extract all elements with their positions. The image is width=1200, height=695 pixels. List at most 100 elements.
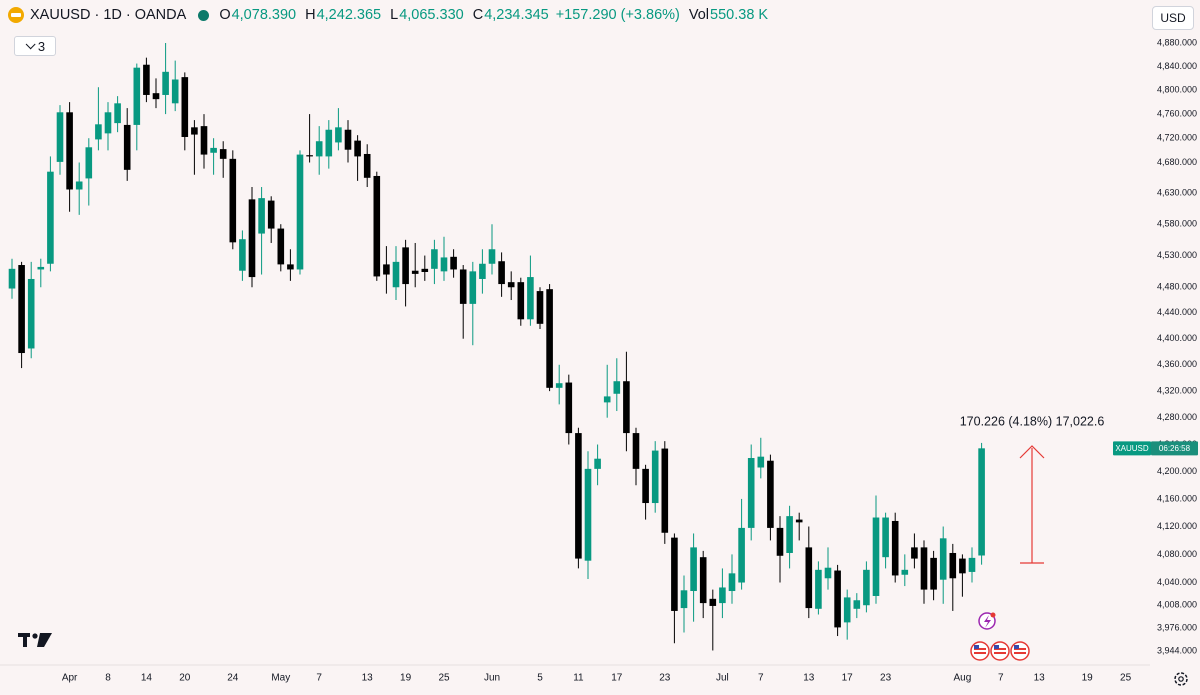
x-tick-label: 23 xyxy=(659,673,671,684)
candle-body xyxy=(843,597,851,623)
candle-body xyxy=(507,282,515,288)
candle-body xyxy=(440,257,448,272)
symbol[interactable]: XAUUSD · 1D · OANDA xyxy=(30,7,187,23)
candle-body xyxy=(75,181,83,190)
flag-stripe xyxy=(1014,652,1026,654)
settings-icon-core xyxy=(1178,676,1184,682)
candle-body xyxy=(776,527,784,556)
candle-body xyxy=(315,141,323,157)
candle-body xyxy=(27,278,35,349)
candle-body xyxy=(901,569,909,575)
candle-body xyxy=(431,249,438,269)
volume-value: 550.38 K xyxy=(710,7,769,23)
candle-body xyxy=(229,158,237,243)
y-tick-label: 4,120.000 xyxy=(1157,521,1197,531)
flag-canton xyxy=(1014,645,1019,649)
candle-body xyxy=(920,547,928,590)
us-flag-icon[interactable] xyxy=(990,641,1010,661)
symbol-logo[interactable] xyxy=(8,7,24,23)
candle-body xyxy=(152,93,160,100)
candle-body xyxy=(651,450,659,504)
candle-body xyxy=(8,268,16,289)
candle-body xyxy=(296,154,304,270)
candle-body xyxy=(555,383,563,388)
us-flag-icon[interactable] xyxy=(1010,641,1030,661)
x-tick-label: 20 xyxy=(179,673,191,684)
candle-body xyxy=(421,268,429,272)
y-tick-label: 4,580.000 xyxy=(1157,219,1197,229)
y-tick-label: 4,530.000 xyxy=(1157,250,1197,260)
candle-body xyxy=(930,557,937,590)
candle-body xyxy=(603,396,611,403)
candle-body xyxy=(767,460,774,528)
change: +157.290 (+3.86%) xyxy=(555,7,680,23)
currency-button[interactable]: USD xyxy=(1152,6,1194,30)
x-tick-label: 17 xyxy=(611,673,623,684)
candle-body xyxy=(219,149,227,159)
y-tick-label: 4,680.000 xyxy=(1157,157,1197,167)
candle-body xyxy=(181,77,189,137)
candle-body xyxy=(248,199,256,278)
x-tick-label: Aug xyxy=(954,673,972,684)
candle-body xyxy=(546,289,553,388)
candle-body xyxy=(517,282,525,320)
y-tick-label: 3,976.000 xyxy=(1157,623,1197,633)
candle-body xyxy=(143,64,150,95)
x-tick-label: 8 xyxy=(105,673,111,684)
x-tick-label: 7 xyxy=(758,673,764,684)
candle-body xyxy=(191,127,198,135)
candle-body xyxy=(133,67,141,125)
candle-body xyxy=(411,270,419,274)
x-tick-label: 13 xyxy=(1034,673,1046,684)
candle-body xyxy=(95,124,102,140)
flag-stripe xyxy=(1014,648,1026,650)
candle-body xyxy=(171,79,179,104)
x-tick-label: Jun xyxy=(484,673,500,684)
x-tick-label: 13 xyxy=(803,673,815,684)
open-value: 4,078.390 xyxy=(231,7,297,23)
candle-body xyxy=(584,468,592,561)
settings-icon[interactable] xyxy=(1174,672,1188,686)
x-tick-label: 14 xyxy=(141,673,153,684)
economic-events[interactable] xyxy=(970,641,1030,661)
price-tag-countdown: 06:26:58 xyxy=(1159,444,1191,453)
x-tick-label: 5 xyxy=(537,673,543,684)
x-tick-label: 17 xyxy=(842,673,854,684)
candle-body xyxy=(891,520,899,576)
y-tick-label: 4,200.000 xyxy=(1157,466,1197,476)
volume-label: Vol xyxy=(688,7,710,23)
x-tick-label: 19 xyxy=(400,673,412,684)
candle-body xyxy=(911,547,918,559)
candle-body xyxy=(488,249,496,264)
candle-body xyxy=(872,517,880,596)
y-tick-label: 4,320.000 xyxy=(1157,385,1197,395)
y-tick-label: 3,944.000 xyxy=(1157,646,1197,656)
us-flag-icon[interactable] xyxy=(970,641,990,661)
candle-body xyxy=(853,600,861,609)
candle-body xyxy=(459,269,467,304)
candle-body xyxy=(882,517,889,558)
price-tag: XAUUSD 06:26:58 xyxy=(1113,441,1198,456)
candle-body xyxy=(363,153,371,178)
market-status[interactable] xyxy=(198,9,210,21)
y-tick-label: 4,400.000 xyxy=(1157,333,1197,343)
x-tick-label: 23 xyxy=(880,673,892,684)
axes: 4,880.000 4,840.000 4,800.000 4,760.000 4,72… xyxy=(62,37,1197,683)
candle-body xyxy=(815,569,822,609)
y-tick-label: 4,160.000 xyxy=(1157,493,1197,503)
indicators-count: 3 xyxy=(37,38,46,54)
candle-body xyxy=(623,381,630,434)
candle-body xyxy=(939,538,947,580)
candle-body xyxy=(680,590,688,609)
indicators-toggle[interactable]: 3 xyxy=(14,36,56,56)
tv-logo[interactable] xyxy=(18,633,52,647)
candle-body xyxy=(738,527,745,583)
candle-body xyxy=(66,112,73,190)
candle-body xyxy=(959,558,966,574)
candle-body xyxy=(104,112,112,134)
candle-body xyxy=(709,598,717,606)
y-tick-label: 4,840.000 xyxy=(1157,61,1197,71)
candle-body xyxy=(613,381,621,394)
x-tick-label: Jul xyxy=(716,673,729,684)
